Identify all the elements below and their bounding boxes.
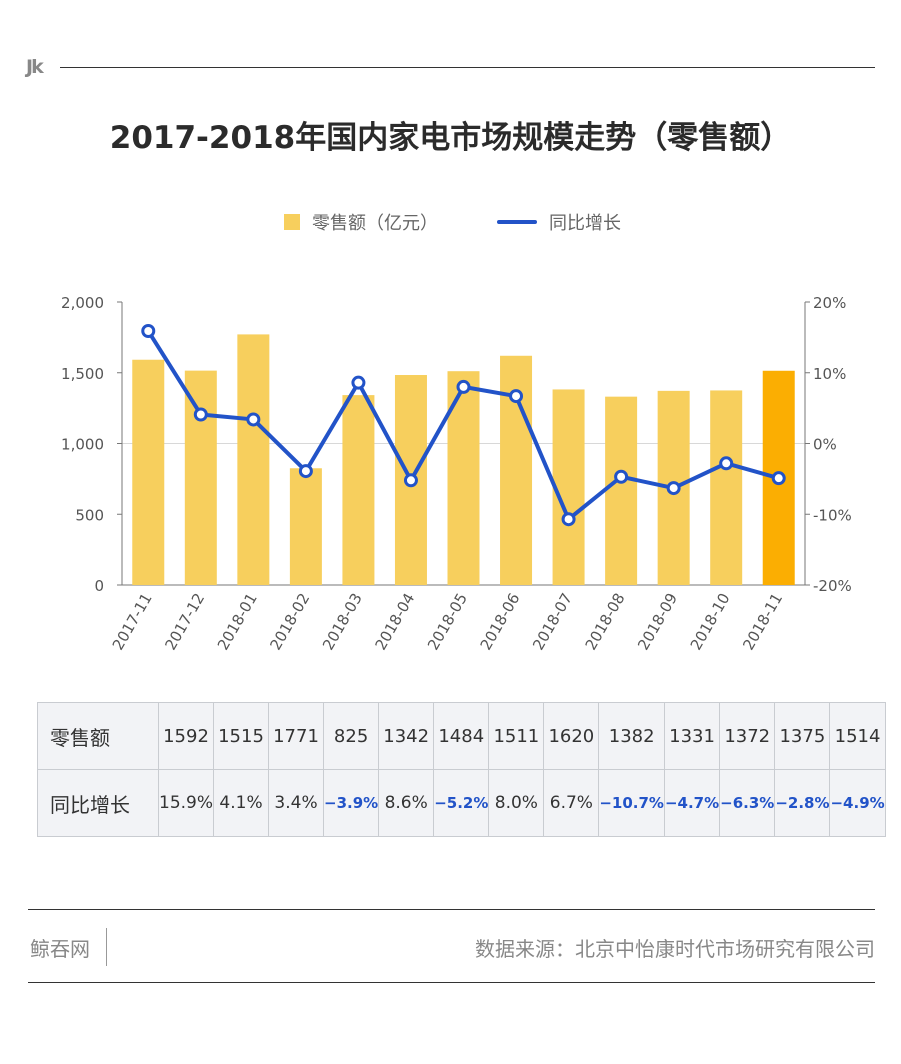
table-cell: 1331 bbox=[663, 702, 721, 770]
data-source: 数据来源：北京中怡康时代市场研究有限公司 bbox=[475, 937, 875, 961]
table-cell: 1511 bbox=[488, 702, 545, 770]
left-tick-label: 1,000 bbox=[61, 436, 104, 454]
left-tick-label: 0 bbox=[94, 577, 104, 595]
x-tick-label: 2018-01 bbox=[214, 590, 261, 653]
bar bbox=[132, 359, 165, 585]
growth-point bbox=[561, 512, 576, 527]
x-tick-label: 2018-03 bbox=[319, 590, 366, 653]
chart-title: 2017-2018年国内家电市场规模走势（零售额） bbox=[109, 120, 792, 156]
table-cell: 3.4% bbox=[268, 769, 325, 837]
growth-point bbox=[351, 375, 366, 390]
table-cell: −2.8% bbox=[774, 769, 831, 837]
bar bbox=[605, 396, 638, 585]
table-row-header: 零售额 bbox=[37, 702, 159, 770]
bar bbox=[184, 370, 217, 585]
growth-point bbox=[298, 464, 313, 479]
growth-point bbox=[509, 389, 524, 404]
table-cell: 1484 bbox=[433, 702, 490, 770]
growth-point bbox=[666, 481, 681, 496]
table-cell: 825 bbox=[323, 702, 380, 770]
table-cell: 8.6% bbox=[378, 769, 435, 837]
x-tick-label: 2017-11 bbox=[109, 590, 156, 653]
footer-divider-bottom bbox=[28, 982, 875, 983]
bar bbox=[710, 390, 743, 585]
table-cell: 1382 bbox=[598, 702, 665, 770]
table-cell: −5.2% bbox=[433, 769, 490, 837]
growth-point bbox=[403, 473, 418, 488]
growth-point bbox=[193, 407, 208, 422]
table-cell: 1592 bbox=[157, 702, 215, 770]
bar bbox=[342, 395, 375, 585]
table-cell: 1375 bbox=[774, 702, 831, 770]
growth-point bbox=[141, 324, 156, 339]
x-tick-label: 2018-05 bbox=[424, 590, 471, 653]
left-tick-label: 500 bbox=[75, 506, 104, 524]
legend-item-line: 同比增长 bbox=[497, 209, 621, 235]
table-cell: 6.7% bbox=[543, 769, 600, 837]
table-cell: 1771 bbox=[268, 702, 325, 770]
x-tick-label: 2018-09 bbox=[634, 590, 681, 653]
bar bbox=[552, 389, 585, 585]
table-row-growth: 同比增长 15.9% 4.1% 3.4% −3.9% 8.6% −5.2% 8.… bbox=[37, 769, 886, 837]
table-cell: −3.9% bbox=[323, 769, 380, 837]
legend: 零售额（亿元） 同比增长 bbox=[0, 209, 901, 235]
chart-area: 0 500 1,000 1,500 2,000 -20% -10% 0% 10% 20% 2017-… bbox=[61, 294, 852, 653]
table-row-header: 同比增长 bbox=[37, 769, 159, 837]
footer-divider-top bbox=[28, 909, 875, 910]
x-tick-label: 2018-11 bbox=[739, 590, 786, 653]
legend-item-bar: 零售额（亿元） bbox=[284, 209, 438, 235]
x-tick-label: 2018-02 bbox=[266, 590, 313, 653]
bar bbox=[289, 468, 322, 585]
brand-separator bbox=[106, 928, 107, 966]
table-cell: −6.3% bbox=[719, 769, 776, 837]
top-divider bbox=[60, 67, 875, 68]
x-tick-label: 2018-06 bbox=[477, 590, 524, 653]
legend-bar-swatch bbox=[284, 214, 300, 230]
table-cell: 8.0% bbox=[488, 769, 545, 837]
right-tick-label: -20% bbox=[813, 577, 852, 595]
left-tick-label: 1,500 bbox=[61, 365, 104, 383]
x-tick-label: 2018-10 bbox=[687, 590, 734, 653]
growth-point bbox=[246, 412, 261, 427]
table-cell: −4.9% bbox=[829, 769, 886, 837]
table-cell: 1620 bbox=[543, 702, 600, 770]
logo: Jk bbox=[26, 56, 44, 78]
table-row-sales: 零售额 1592 1515 1771 825 1342 1484 1511 16… bbox=[37, 702, 886, 770]
x-tick-label: 2018-07 bbox=[529, 590, 576, 653]
right-tick-label: 20% bbox=[813, 294, 846, 312]
growth-point bbox=[719, 456, 734, 471]
right-tick-label: -10% bbox=[813, 506, 852, 524]
table-cell: 1372 bbox=[719, 702, 776, 770]
table-cell: 1342 bbox=[378, 702, 435, 770]
right-tick-label: 0% bbox=[813, 436, 837, 454]
growth-point bbox=[771, 471, 786, 486]
data-table: 零售额 1592 1515 1771 825 1342 1484 1511 16… bbox=[37, 702, 886, 837]
x-tick-label: 2017-12 bbox=[161, 590, 208, 653]
brand-name: 鲸吞网 bbox=[30, 937, 90, 961]
table-cell: 15.9% bbox=[157, 769, 215, 837]
x-tick-label: 2018-08 bbox=[582, 590, 629, 653]
table-cell: 4.1% bbox=[213, 769, 270, 837]
legend-line-label: 同比增长 bbox=[549, 213, 621, 234]
legend-bar-label: 零售额（亿元） bbox=[312, 213, 438, 234]
x-tick-label: 2018-04 bbox=[371, 590, 418, 653]
table-cell: −10.7% bbox=[598, 769, 665, 837]
table-cell: 1515 bbox=[213, 702, 270, 770]
table-cell: 1514 bbox=[829, 702, 886, 770]
legend-line-swatch bbox=[497, 220, 537, 224]
bar bbox=[237, 334, 270, 585]
table-cell: −4.7% bbox=[663, 769, 721, 837]
left-tick-label: 2,000 bbox=[61, 294, 104, 312]
growth-point bbox=[456, 379, 471, 394]
right-tick-label: 10% bbox=[813, 365, 846, 383]
growth-point bbox=[614, 469, 629, 484]
